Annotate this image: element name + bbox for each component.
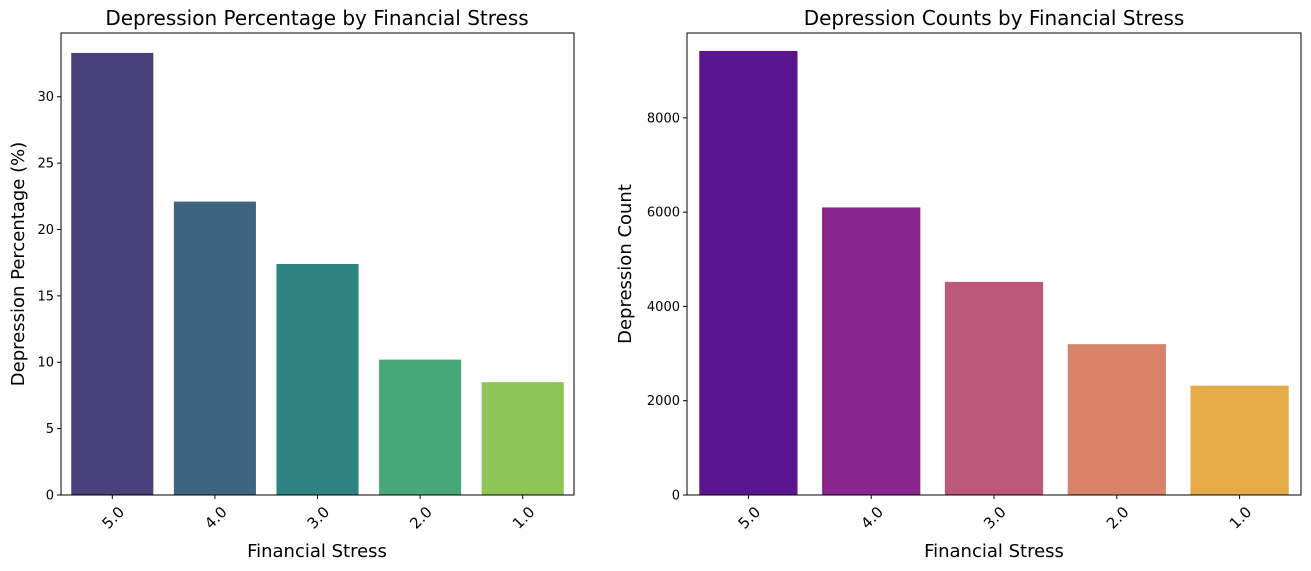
y-tick-label: 5 bbox=[46, 422, 54, 437]
y-tick-label: 0 bbox=[46, 489, 54, 504]
x-tick-label: 2.0 bbox=[406, 503, 436, 533]
chart-title: Depression Percentage by Financial Stres… bbox=[105, 6, 528, 30]
y-tick-label: 20 bbox=[37, 223, 54, 238]
x-tick-label: 1.0 bbox=[1226, 503, 1256, 533]
y-tick-label: 4000 bbox=[647, 300, 680, 315]
bar-4.0 bbox=[822, 207, 921, 495]
x-tick-label: 4.0 bbox=[201, 503, 231, 533]
bar-2.0 bbox=[1067, 344, 1166, 495]
bar-5.0 bbox=[699, 50, 798, 495]
percentage-chart: Depression Percentage by Financial Stres… bbox=[8, 6, 575, 562]
y-tick-label: 2000 bbox=[647, 394, 680, 409]
y-tick-label: 30 bbox=[37, 90, 54, 105]
bar-2.0 bbox=[379, 359, 462, 495]
x-tick-label: 5.0 bbox=[735, 503, 765, 533]
y-tick-label: 15 bbox=[37, 289, 54, 304]
y-axis-label: Depression Count bbox=[615, 184, 636, 344]
chart-title: Depression Counts by Financial Stress bbox=[804, 6, 1185, 30]
y-tick-label: 8000 bbox=[647, 111, 680, 126]
y-tick-label: 25 bbox=[37, 157, 54, 172]
bar-4.0 bbox=[173, 201, 256, 495]
y-tick-label: 6000 bbox=[647, 206, 680, 221]
y-tick-label: 10 bbox=[37, 356, 54, 371]
counts-chart: Depression Counts by Financial Stress Fi… bbox=[615, 6, 1302, 562]
x-tick-label: 3.0 bbox=[304, 503, 334, 533]
x-tick-label: 2.0 bbox=[1103, 503, 1133, 533]
x-tick-label: 5.0 bbox=[98, 503, 128, 533]
y-axis-label: Depression Percentage (%) bbox=[8, 142, 29, 386]
bar-5.0 bbox=[71, 52, 154, 495]
y-tick-label: 0 bbox=[672, 489, 680, 504]
bar-1.0 bbox=[1190, 385, 1289, 495]
bar-1.0 bbox=[481, 382, 564, 495]
x-axis-label: Financial Stress bbox=[247, 541, 387, 562]
bar-3.0 bbox=[944, 281, 1044, 495]
x-tick-label: 1.0 bbox=[509, 503, 539, 533]
x-axis-label: Financial Stress bbox=[924, 541, 1064, 562]
x-tick-label: 4.0 bbox=[857, 503, 887, 533]
x-tick-label: 3.0 bbox=[980, 503, 1010, 533]
bar-3.0 bbox=[276, 264, 359, 495]
